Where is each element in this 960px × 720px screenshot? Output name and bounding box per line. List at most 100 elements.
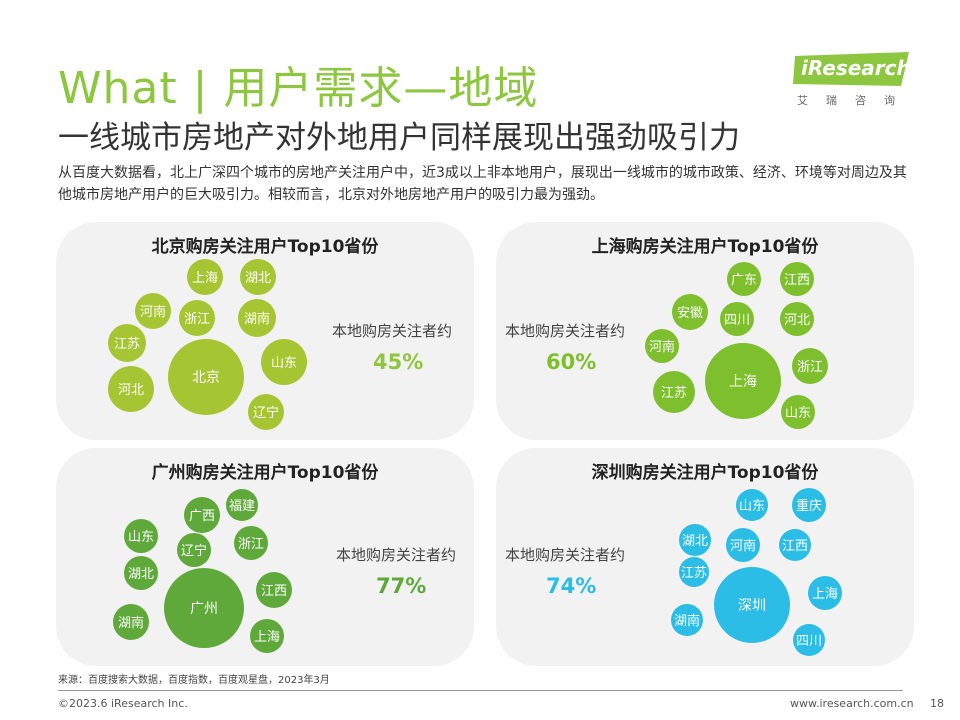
bubble-province xyxy=(135,293,171,329)
bubble-province xyxy=(187,259,223,295)
bubble-label: 四川 xyxy=(724,313,750,328)
bubble-local xyxy=(714,567,790,643)
bubble-province xyxy=(720,302,754,336)
bubble-label: 山东 xyxy=(785,406,811,421)
bubble-label: 湖南 xyxy=(244,311,270,327)
bubble-province xyxy=(736,489,768,521)
bubble-label: 河南 xyxy=(140,304,166,320)
footer-divider xyxy=(58,690,903,691)
bubble-label: 广西 xyxy=(189,509,215,524)
shanghai-panel-title: 上海购房关注用户Top10省份 xyxy=(591,237,819,257)
bubble-province xyxy=(250,619,284,653)
page-title: What | 用户需求—地域 xyxy=(58,63,539,114)
bubble-label: 广东 xyxy=(731,273,757,288)
bubble-province xyxy=(672,294,708,330)
bubble-province xyxy=(781,395,815,429)
bubble-label: 广州 xyxy=(190,601,218,617)
bubble-label: 江苏 xyxy=(114,336,140,352)
bubble-label: 福建 xyxy=(229,499,255,514)
bubble-local xyxy=(164,568,244,648)
bubble-label: 上海 xyxy=(812,587,838,602)
guangzhou-panel: 广州购房关注用户Top10省份 广州 福建 广西 山东 辽宁 浙江 湖北 江西 湖南 上海 本地购… xyxy=(56,448,474,666)
bubble-label: 河北 xyxy=(118,383,144,398)
beijing-panel: 北京购房关注用户Top10省份 北京 上海 湖北 河南 浙江 湖南 江苏 山东 河北 辽宁 本地购… xyxy=(56,222,474,440)
bubble-province xyxy=(256,572,292,608)
page-number: 18 xyxy=(930,697,944,710)
bubble-province xyxy=(108,324,146,362)
bubble-label: 山东 xyxy=(128,530,154,545)
bubble-province xyxy=(726,528,760,562)
bubble-label: 江西 xyxy=(261,584,287,599)
bubble-province xyxy=(645,329,679,363)
bubble-label: 湖南 xyxy=(118,615,144,631)
copyright: ©2023.6 iResearch Inc. xyxy=(58,697,188,710)
bubble-province xyxy=(727,262,761,296)
guangzhou-local-label: 本地购房关注者约 xyxy=(336,546,457,564)
iresearch-logo: iResearch 艾瑞咨询 xyxy=(793,50,913,107)
bubble-label: 四川 xyxy=(796,634,822,649)
bubble-label: 江西 xyxy=(782,539,808,554)
bubble-province xyxy=(679,524,711,556)
shanghai-local-value: 60% xyxy=(546,350,597,374)
beijing-local-value: 45% xyxy=(373,350,424,374)
bubble-label: 浙江 xyxy=(797,360,823,375)
page-description: 从百度大数据看，北上广深四个城市的房地产关注用户中，近3成以上非本地用户，展现出… xyxy=(58,165,907,203)
bubble-province xyxy=(261,339,307,385)
bubble-label: 上海 xyxy=(729,374,757,390)
bubble-label: 河北 xyxy=(784,313,810,328)
bubble-province xyxy=(124,519,158,553)
bubble-label: 江苏 xyxy=(681,565,707,581)
shenzhen-local-value: 74% xyxy=(546,574,597,598)
logo-badge-shape xyxy=(793,52,909,86)
shenzhen-panel: 深圳购房关注用户Top10省份 深圳 山东 重庆 湖北 河南 江西 江苏 上海 湖南 四川 本地购… xyxy=(496,448,914,666)
bubble-label: 湖南 xyxy=(674,613,700,629)
bubble-label: 山东 xyxy=(271,356,297,371)
bubble-province xyxy=(808,576,842,610)
bubble-province xyxy=(226,489,258,521)
bubble-province xyxy=(779,529,811,561)
page-subtitle: 一线城市房地产对外地用户同样展现出强劲吸引力 xyxy=(58,120,740,156)
shenzhen-panel-title: 深圳购房关注用户Top10省份 xyxy=(591,463,819,483)
bubble-province xyxy=(792,488,826,522)
bubble-province xyxy=(679,557,709,587)
beijing-panel-title: 北京购房关注用户Top10省份 xyxy=(151,237,379,257)
bubble-label: 深圳 xyxy=(738,598,766,614)
bubble-local xyxy=(168,339,244,415)
bubble-province xyxy=(124,556,158,590)
bubble-province xyxy=(234,526,268,560)
bubble-province xyxy=(108,366,154,412)
bubble-province xyxy=(177,533,211,567)
bubble-label: 湖北 xyxy=(128,567,154,582)
bubble-label: 河南 xyxy=(649,339,675,355)
bubble-province xyxy=(780,302,814,336)
bubble-label: 河南 xyxy=(730,538,756,554)
bubble-label: 辽宁 xyxy=(253,405,279,421)
bubble-label: 湖北 xyxy=(682,534,708,549)
bubble-province xyxy=(238,299,276,337)
bubble-province xyxy=(113,604,149,640)
logo-text: iResearch xyxy=(801,56,911,80)
shanghai-panel: 上海购房关注用户Top10省份 上海 广东 江西 安徽 四川 河北 河南 浙江 江苏 山东 本地购… xyxy=(496,222,914,440)
shanghai-local-label: 本地购房关注者约 xyxy=(505,322,626,340)
bubble-label: 山东 xyxy=(739,499,765,514)
bubble-province xyxy=(240,259,276,295)
bubble-label: 浙江 xyxy=(238,537,264,552)
bubble-label: 北京 xyxy=(192,370,220,386)
beijing-local-label: 本地购房关注者约 xyxy=(332,322,453,340)
bubble-label: 辽宁 xyxy=(181,543,207,559)
bubble-province xyxy=(179,300,215,336)
bubble-label: 江西 xyxy=(784,273,810,288)
bubble-province xyxy=(248,394,284,430)
bubble-province xyxy=(653,371,695,413)
bubble-province xyxy=(184,497,220,533)
logo-subtext: 艾瑞咨询 xyxy=(797,94,913,107)
website-link[interactable]: www.iresearch.com.cn xyxy=(790,697,914,710)
guangzhou-local-value: 77% xyxy=(376,574,427,598)
bubble-label: 上海 xyxy=(254,630,280,645)
bubble-label: 江苏 xyxy=(661,385,687,401)
source-note: 来源：百度搜索大数据，百度指数，百度观星盘，2023年3月 xyxy=(58,675,330,686)
